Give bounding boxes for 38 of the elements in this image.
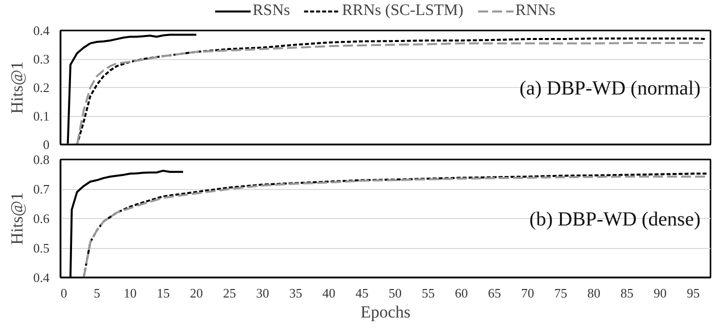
- annotation: (b) DBP-WD (dense): [529, 208, 701, 230]
- y-axis-title: Hits@1: [7, 61, 26, 114]
- x-tick-label: 30: [256, 286, 270, 300]
- y-tick-label: 0.7: [33, 182, 50, 196]
- x-tick-label: 40: [322, 286, 336, 300]
- x-axis-title: Epochs: [360, 302, 411, 322]
- x-tick-label: 55: [422, 286, 435, 300]
- annotation: (a) DBP-WD (normal): [519, 78, 701, 100]
- x-tick-label: 5: [94, 286, 100, 300]
- x-tick-label: 65: [488, 286, 501, 300]
- y-tick-label: 0.5: [33, 240, 50, 256]
- y-tick-label: 0.4: [33, 270, 50, 285]
- legend-label: RSNs: [252, 2, 290, 20]
- x-tick-label: 15: [156, 286, 170, 300]
- y-tick-label: 0.1: [33, 108, 50, 124]
- y-tick-label: 0.3: [33, 52, 50, 66]
- x-tick-label: 60: [454, 286, 468, 300]
- x-tick-label: 10: [124, 286, 137, 300]
- x-tick-label: 25: [222, 286, 236, 300]
- x-tick-label: 0: [60, 286, 68, 300]
- x-tick-label: 70: [521, 286, 534, 300]
- y-tick-label: 0.6: [33, 211, 50, 226]
- x-tick-label: 95: [686, 286, 700, 300]
- y-tick-label: 0.2: [33, 80, 50, 95]
- x-tick-label: 45: [355, 286, 368, 300]
- x-tick-label: 85: [620, 286, 634, 300]
- x-tick-label: 90: [654, 286, 667, 300]
- y-tick-label: 0.8: [33, 152, 50, 167]
- x-tick-label: 80: [587, 286, 600, 300]
- y-tick-label: 0: [43, 137, 50, 152]
- x-tick-label: 50: [388, 286, 402, 300]
- x-tick-label: 35: [289, 286, 302, 300]
- legend-label: RRNs (SC-LSTM): [342, 2, 464, 20]
- x-tick-label: 75: [554, 286, 568, 300]
- x-tick-label: 20: [190, 286, 203, 300]
- y-axis-title: Hits@1: [7, 192, 26, 245]
- legend-label: RNNs: [515, 2, 556, 20]
- y-tick-label: 0.4: [33, 23, 50, 38]
